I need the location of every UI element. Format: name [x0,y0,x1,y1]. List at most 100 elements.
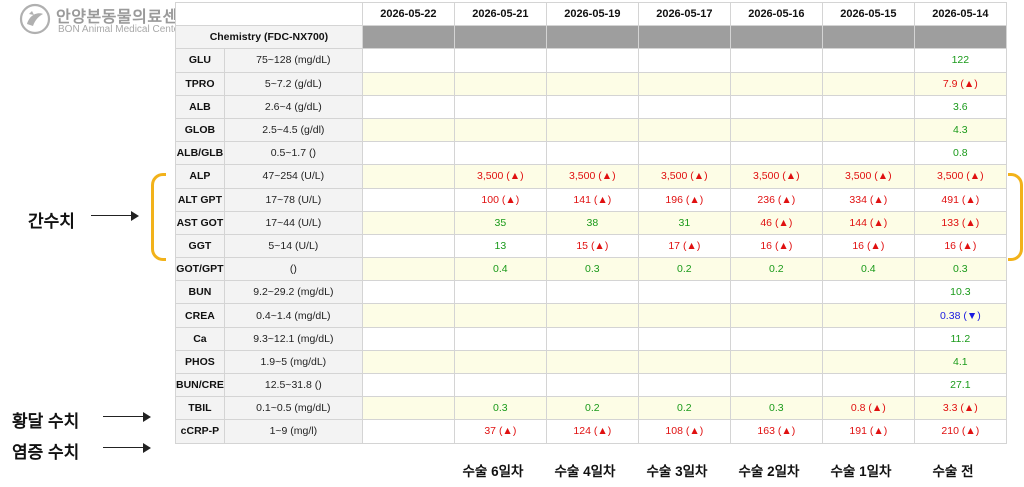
result-value: 133 (▲) [913,210,1007,235]
reference-range: 47~254 (U/L) [223,164,363,189]
result-value [729,117,823,143]
result-value [361,141,455,166]
result-value [361,396,455,421]
result-value: 27.1 [913,372,1007,398]
result-value [545,48,639,73]
date-header: 2026-05-21 [453,1,547,27]
result-value: 46 (▲) [729,210,823,235]
hospital-logo: 안양본동물의료센터 BON Animal Medical Center [18,2,218,40]
analyte-name: GLU [175,48,225,73]
panel-cell [913,25,1007,50]
reference-range: 1.9~5 (mg/dL) [223,349,363,375]
date-header: 2026-05-17 [637,1,731,27]
table-row: TBIL 0.1~0.5 (mg/dL) 0.3 0.2 0.2 0.3 0.8 (▲) 3.… [175,396,1007,421]
result-value: 3.6 [913,94,1007,119]
table-row: AST GOT 17~44 (U/L) 35 38 31 46 (▲) 144 (▲) 133… [175,210,1007,235]
liver-bracket-right [1008,173,1023,261]
result-value [821,349,915,375]
result-value: 100 (▲) [453,187,547,212]
result-value [637,372,731,398]
result-value: 236 (▲) [729,187,823,212]
result-value [361,71,455,96]
panel-cell [545,25,639,50]
analyte-name: BUN/CRE [175,372,225,398]
result-value: 35 [453,210,547,235]
result-value: 0.8 [913,141,1007,166]
result-value: 0.2 [637,396,731,421]
analyte-name: ALP [175,164,225,189]
analyte-name: PHOS [175,349,225,375]
reference-range: 9.3~12.1 (mg/dL) [223,326,363,351]
result-value [361,164,455,189]
result-value [361,233,455,259]
table-row: GOT/GPT() 0.4 0.3 0.2 0.2 0.4 0.3 [175,257,1007,282]
table-row: BUN 9.2~29.2 (mg/dL) 10.3 [175,280,1007,305]
reference-range: 0.5~1.7 () [223,141,363,166]
result-value [453,372,547,398]
table-row: BUN/CRE 12.5~31.8 () 27.1 [175,372,1007,398]
analyte-name: GOT/GPT [175,257,225,282]
date-header: 2026-05-16 [729,1,823,27]
table-row: ALB/GLB 0.5~1.7 () 0.8 [175,141,1007,166]
reference-range: 17~44 (U/L) [223,210,363,235]
panel-cell [637,25,731,50]
analyte-name: AST GOT [175,210,225,235]
result-value [361,372,455,398]
result-value [637,280,731,305]
analyte-name: TBIL [175,396,225,421]
result-value: 4.3 [913,117,1007,143]
table-row: cCRP-P 1~9 (mg/l) 37 (▲) 124 (▲) 108 (▲) 163 … [175,419,1007,444]
result-value: 124 (▲) [545,419,639,444]
date-header: 2026-05-19 [545,1,639,27]
chemistry-results-table: 2026-05-22 2026-05-21 2026-05-19 2026-05… [175,1,1007,444]
analyte-name: ALB [175,94,225,119]
result-value [361,349,455,375]
result-value [453,326,547,351]
result-value: 15 (▲) [545,233,639,259]
result-value: 0.8 (▲) [821,396,915,421]
analyte-name: GLOB [175,117,225,143]
result-value [545,71,639,96]
result-value: 0.3 [913,257,1007,282]
surgery-day-label: 수술 2일차 [738,464,800,479]
result-value [821,94,915,119]
surgery-day-label: 수술 4일차 [554,464,616,479]
result-value [545,326,639,351]
result-value [821,71,915,96]
result-value: 0.3 [729,396,823,421]
analyte-name: ALT GPT [175,187,225,212]
reference-range: 5~7.2 (g/dL) [223,71,363,96]
result-value: 141 (▲) [545,187,639,212]
result-value: 0.2 [729,257,823,282]
inflammation-annotation: 염증 수치 [12,443,80,462]
date-header: 2026-05-22 [361,1,455,27]
jaundice-arrow-icon [103,411,151,423]
result-value [453,303,547,328]
result-value: 0.3 [545,257,639,282]
result-value [637,71,731,96]
result-value: 196 (▲) [637,187,731,212]
analyte-name: cCRP-P [175,419,225,444]
result-value: 334 (▲) [821,187,915,212]
date-header-row: 2026-05-22 2026-05-21 2026-05-19 2026-05… [175,1,1007,27]
result-value: 210 (▲) [913,419,1007,444]
result-value [729,94,823,119]
result-value [637,117,731,143]
result-value: 3,500 (▲) [729,164,823,189]
result-value: 3,500 (▲) [637,164,731,189]
logo-english-name: BON Animal Medical Center [58,24,183,35]
result-value [361,326,455,351]
result-value [453,280,547,305]
result-value [545,280,639,305]
result-value: 37 (▲) [453,419,547,444]
result-value: 3,500 (▲) [453,164,547,189]
result-value: 16 (▲) [821,233,915,259]
result-value: 491 (▲) [913,187,1007,212]
result-value: 108 (▲) [637,419,731,444]
result-value: 163 (▲) [729,419,823,444]
result-value [637,349,731,375]
result-value [729,303,823,328]
result-value: 144 (▲) [821,210,915,235]
table-row: ALB 2.6~4 (g/dL) 3.6 [175,94,1007,119]
table-row: GGT 5~14 (U/L) 13 15 (▲) 17 (▲) 16 (▲) 16 (▲) 1… [175,233,1007,259]
